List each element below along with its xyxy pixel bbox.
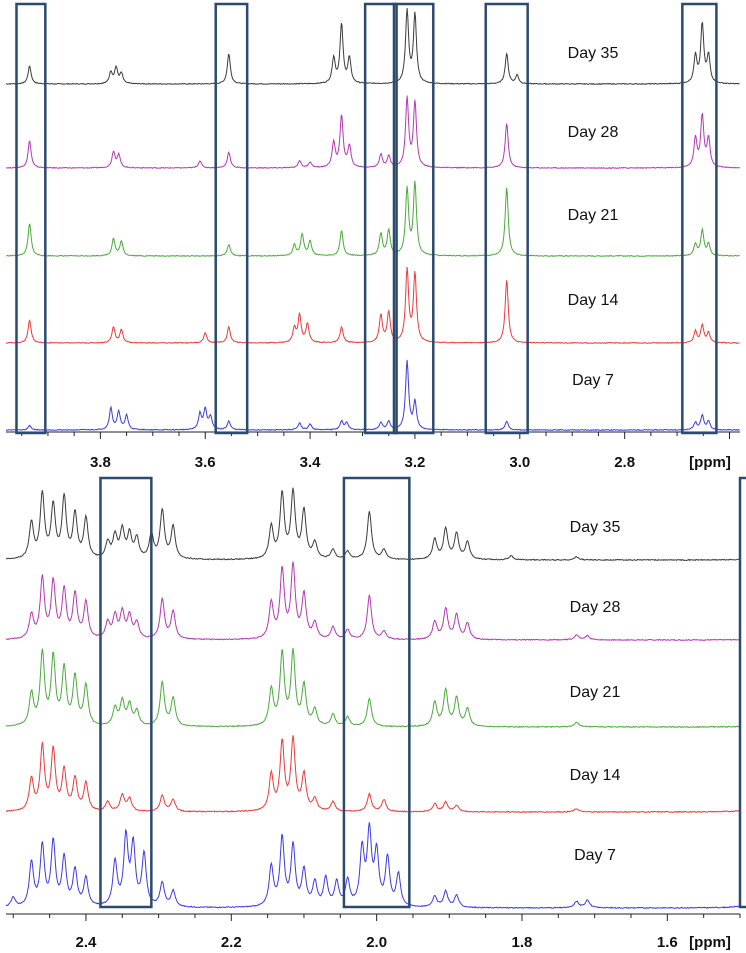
highlight-box: [681, 2, 718, 435]
x-tick-label: 2.0: [366, 934, 387, 951]
highlight-box: [363, 2, 398, 435]
spectrum-trace-day-28: [5, 95, 740, 169]
spectrum-trace-day-35: [5, 8, 740, 86]
series-label: Day 21: [568, 207, 619, 224]
x-unit-label: [ppm]: [689, 454, 731, 471]
spectrum-trace-day-14: [5, 266, 740, 344]
series-label: Day 35: [570, 519, 621, 536]
series-label: Day 7: [572, 372, 614, 389]
x-tick-label: 3.2: [405, 454, 426, 471]
highlight-box: [342, 476, 411, 909]
highlight-box: [99, 476, 153, 909]
x-tick-label: 3.6: [195, 454, 216, 471]
spectrum-trace-day-28: [5, 561, 740, 641]
spectrum-panel-1: 3.8 3.6 3.4 3.2 3.0 2.8 [ppm] Day 35 Day 28 Day 2…: [5, 2, 740, 471]
spectrum-trace-day-21: [5, 647, 740, 729]
highlight-box: [738, 476, 746, 909]
x-tick-label: 2.4: [76, 934, 98, 951]
series-label: Day 28: [570, 599, 621, 616]
x-unit-label: [ppm]: [689, 934, 731, 951]
highlight-box: [214, 2, 249, 435]
series-label: Day 14: [568, 292, 619, 309]
spectrum-trace-day-35: [5, 487, 740, 562]
series-label: Day 21: [570, 684, 621, 701]
series-label: Day 35: [568, 45, 619, 62]
highlight-box: [484, 2, 529, 435]
spectrum-trace-day-7: [5, 359, 740, 432]
spectrum-trace-day-14: [5, 735, 740, 814]
x-tick-label: 1.6: [657, 934, 678, 951]
spectrum-trace-day-7: [5, 822, 740, 909]
x-tick-label: 2.8: [614, 454, 635, 471]
x-tick-label: 3.8: [90, 454, 111, 471]
spectrum-panel-2: 2.4 2.2 2.0 1.8 1.6 [ppm] Day 35 Day 28 Day 21 Da…: [5, 476, 746, 951]
series-label: Day 14: [570, 767, 621, 784]
series-label: Day 7: [574, 847, 616, 864]
x-tick-label: 2.2: [221, 934, 242, 951]
x-tick-label: 3.4: [300, 454, 322, 471]
series-label: Day 28: [568, 124, 619, 141]
x-tick-label: 3.0: [509, 454, 530, 471]
highlight-box: [392, 2, 435, 435]
x-tick-label: 1.8: [512, 934, 533, 951]
spectrum-trace-day-21: [5, 180, 740, 258]
highlight-box: [15, 2, 47, 435]
